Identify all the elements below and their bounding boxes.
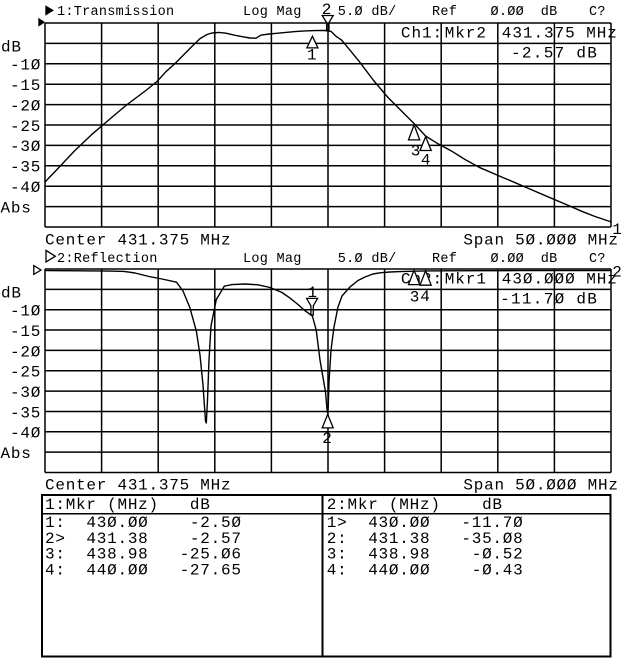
svg-text:Abs: Abs xyxy=(1,445,32,463)
svg-text:Span 5Ø.ØØØ MHz: Span 5Ø.ØØØ MHz xyxy=(463,477,618,495)
svg-text:-1Ø: -1Ø xyxy=(10,57,41,75)
svg-text:dB: dB xyxy=(1,39,22,57)
svg-text:Ch1:: Ch1: xyxy=(401,24,443,42)
svg-text:2: 2 xyxy=(322,430,332,448)
svg-text:1:Mkr (MHz) dB: 1:Mkr (MHz) dB xyxy=(45,496,211,514)
svg-text:-25: -25 xyxy=(10,118,41,136)
svg-text:4: 44Ø.ØØ -Ø.43: 4: 44Ø.ØØ -Ø.43 xyxy=(327,562,524,580)
svg-text:Log Mag: Log Mag xyxy=(243,5,302,20)
svg-text:-2Ø: -2Ø xyxy=(10,343,41,361)
svg-text:1: 1 xyxy=(308,284,318,302)
svg-text:-4Ø: -4Ø xyxy=(10,179,41,197)
svg-text:3: 3 xyxy=(411,143,421,161)
svg-text:Mkr1: Mkr1 xyxy=(445,270,487,288)
svg-text:Mkr2: Mkr2 xyxy=(445,24,487,42)
svg-text:Span 5Ø.ØØØ MHz: Span 5Ø.ØØØ MHz xyxy=(463,231,618,249)
svg-text:-25: -25 xyxy=(10,364,41,382)
svg-text:1:Transmission: 1:Transmission xyxy=(57,5,174,20)
svg-text:2: 2 xyxy=(612,263,622,281)
svg-text:C?: C? xyxy=(589,5,606,20)
svg-text:-15: -15 xyxy=(10,77,41,95)
svg-text:-4Ø: -4Ø xyxy=(10,425,41,443)
svg-text:Ø.ØØ dB: Ø.ØØ dB xyxy=(491,5,558,20)
svg-text:-1Ø: -1Ø xyxy=(10,303,41,321)
svg-text:2:Mkr (MHz) dB: 2:Mkr (MHz) dB xyxy=(327,496,503,514)
svg-text:-35: -35 xyxy=(10,404,41,422)
svg-text:Abs: Abs xyxy=(1,199,32,217)
svg-text:-2Ø: -2Ø xyxy=(10,97,41,115)
svg-text:4: 4 xyxy=(420,288,430,306)
svg-text:-11.7Ø dB: -11.7Ø dB xyxy=(500,291,598,309)
svg-text:1: 1 xyxy=(612,221,622,239)
svg-text:431.375 MHz: 431.375 MHz xyxy=(502,24,618,42)
svg-text:dB: dB xyxy=(1,285,22,303)
svg-text:3: 438.98 -Ø.52: 3: 438.98 -Ø.52 xyxy=(327,546,524,564)
svg-text:Log Mag: Log Mag xyxy=(243,252,302,267)
svg-text:2:Reflection: 2:Reflection xyxy=(57,252,158,267)
svg-text:5.Ø dB/: 5.Ø dB/ xyxy=(338,252,397,267)
svg-text:1> 43Ø.ØØ -11.7Ø: 1> 43Ø.ØØ -11.7Ø xyxy=(327,514,524,532)
svg-text:3: 3 xyxy=(410,289,420,307)
svg-text:Ref: Ref xyxy=(432,252,457,267)
svg-text:5.Ø dB/: 5.Ø dB/ xyxy=(338,5,397,20)
svg-text:2: 431.38 -35.Ø8: 2: 431.38 -35.Ø8 xyxy=(327,530,524,548)
svg-text:Ref: Ref xyxy=(432,5,457,20)
svg-text:1: 1 xyxy=(307,47,317,65)
svg-text:Center 431.375 MHz: Center 431.375 MHz xyxy=(45,231,231,249)
svg-text:-3Ø: -3Ø xyxy=(10,138,41,156)
svg-text:4: 44Ø.ØØ -27.65: 4: 44Ø.ØØ -27.65 xyxy=(45,562,242,580)
svg-text:-35: -35 xyxy=(10,159,41,177)
svg-text:2: 2 xyxy=(322,1,332,19)
svg-text:1: 43Ø.ØØ -2.5Ø: 1: 43Ø.ØØ -2.5Ø xyxy=(45,514,242,532)
svg-text:-15: -15 xyxy=(10,323,41,341)
svg-text:3: 438.98 -25.Ø6: 3: 438.98 -25.Ø6 xyxy=(45,546,242,564)
svg-text:-2.57 dB: -2.57 dB xyxy=(511,44,598,62)
svg-text:43Ø.ØØØ MHz: 43Ø.ØØØ MHz xyxy=(502,270,618,288)
svg-text:4: 4 xyxy=(421,151,431,169)
svg-text:-3Ø: -3Ø xyxy=(10,384,41,402)
svg-text:C?: C? xyxy=(589,252,606,267)
svg-text:2> 431.38 -2.57: 2> 431.38 -2.57 xyxy=(45,530,242,548)
svg-text:Ø.ØØ dB: Ø.ØØ dB xyxy=(491,252,558,267)
svg-text:Center 431.375 MHz: Center 431.375 MHz xyxy=(45,477,231,495)
